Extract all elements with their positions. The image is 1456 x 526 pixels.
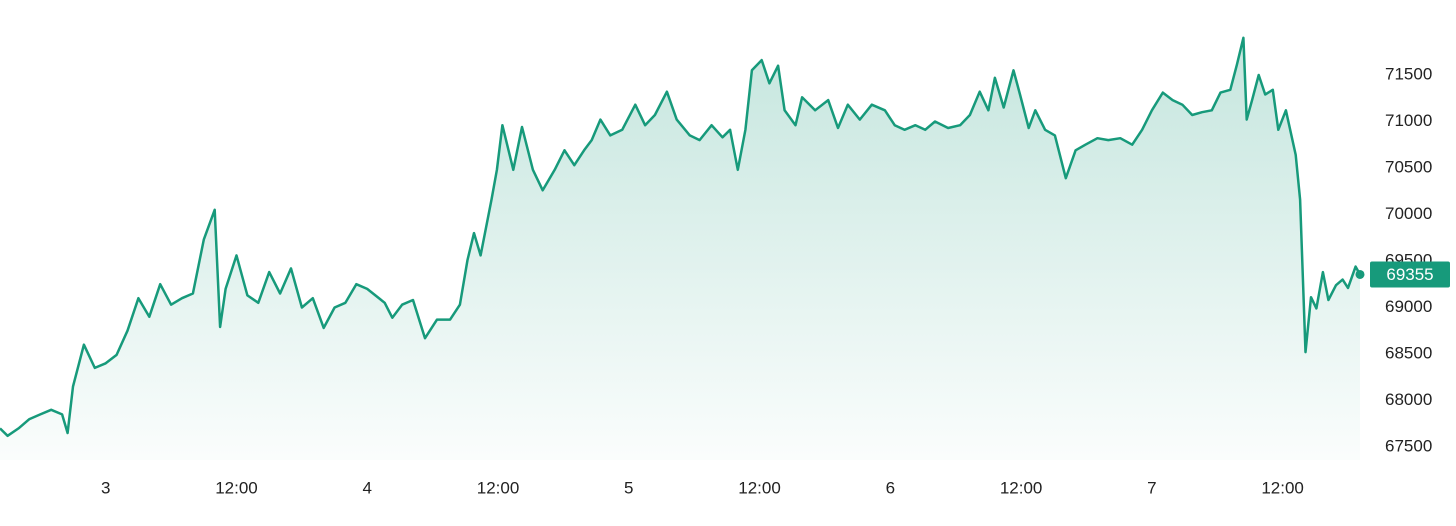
y-tick-label: 70000 — [1385, 204, 1432, 223]
last-price-box — [1370, 261, 1450, 288]
y-tick-label: 67500 — [1385, 436, 1432, 455]
last-price-label: 69355 — [1386, 265, 1433, 284]
x-tick-label: 12:00 — [1261, 478, 1304, 497]
last-point — [1355, 269, 1365, 279]
y-tick-label: 70500 — [1385, 157, 1432, 176]
x-tick-label: 6 — [886, 478, 895, 497]
y-tick-label: 71000 — [1385, 111, 1432, 130]
area — [0, 37, 1360, 461]
y-tick-label: 68000 — [1385, 390, 1432, 409]
x-tick-label: 12:00 — [477, 478, 520, 497]
y-tick-label: 71500 — [1385, 64, 1432, 83]
x-tick-label: 12:00 — [1000, 478, 1043, 497]
y-tick-label: 68500 — [1385, 343, 1432, 362]
x-tick-label: 7 — [1147, 478, 1156, 497]
price-line — [0, 36, 1362, 438]
x-tick-label: 12:00 — [215, 478, 258, 497]
y-tick-label: 69000 — [1385, 297, 1432, 316]
x-tick-label: 12:00 — [738, 478, 781, 497]
x-tick-label: 3 — [101, 478, 110, 497]
x-tick-label: 5 — [624, 478, 633, 497]
x-tick-label: 4 — [363, 478, 372, 497]
